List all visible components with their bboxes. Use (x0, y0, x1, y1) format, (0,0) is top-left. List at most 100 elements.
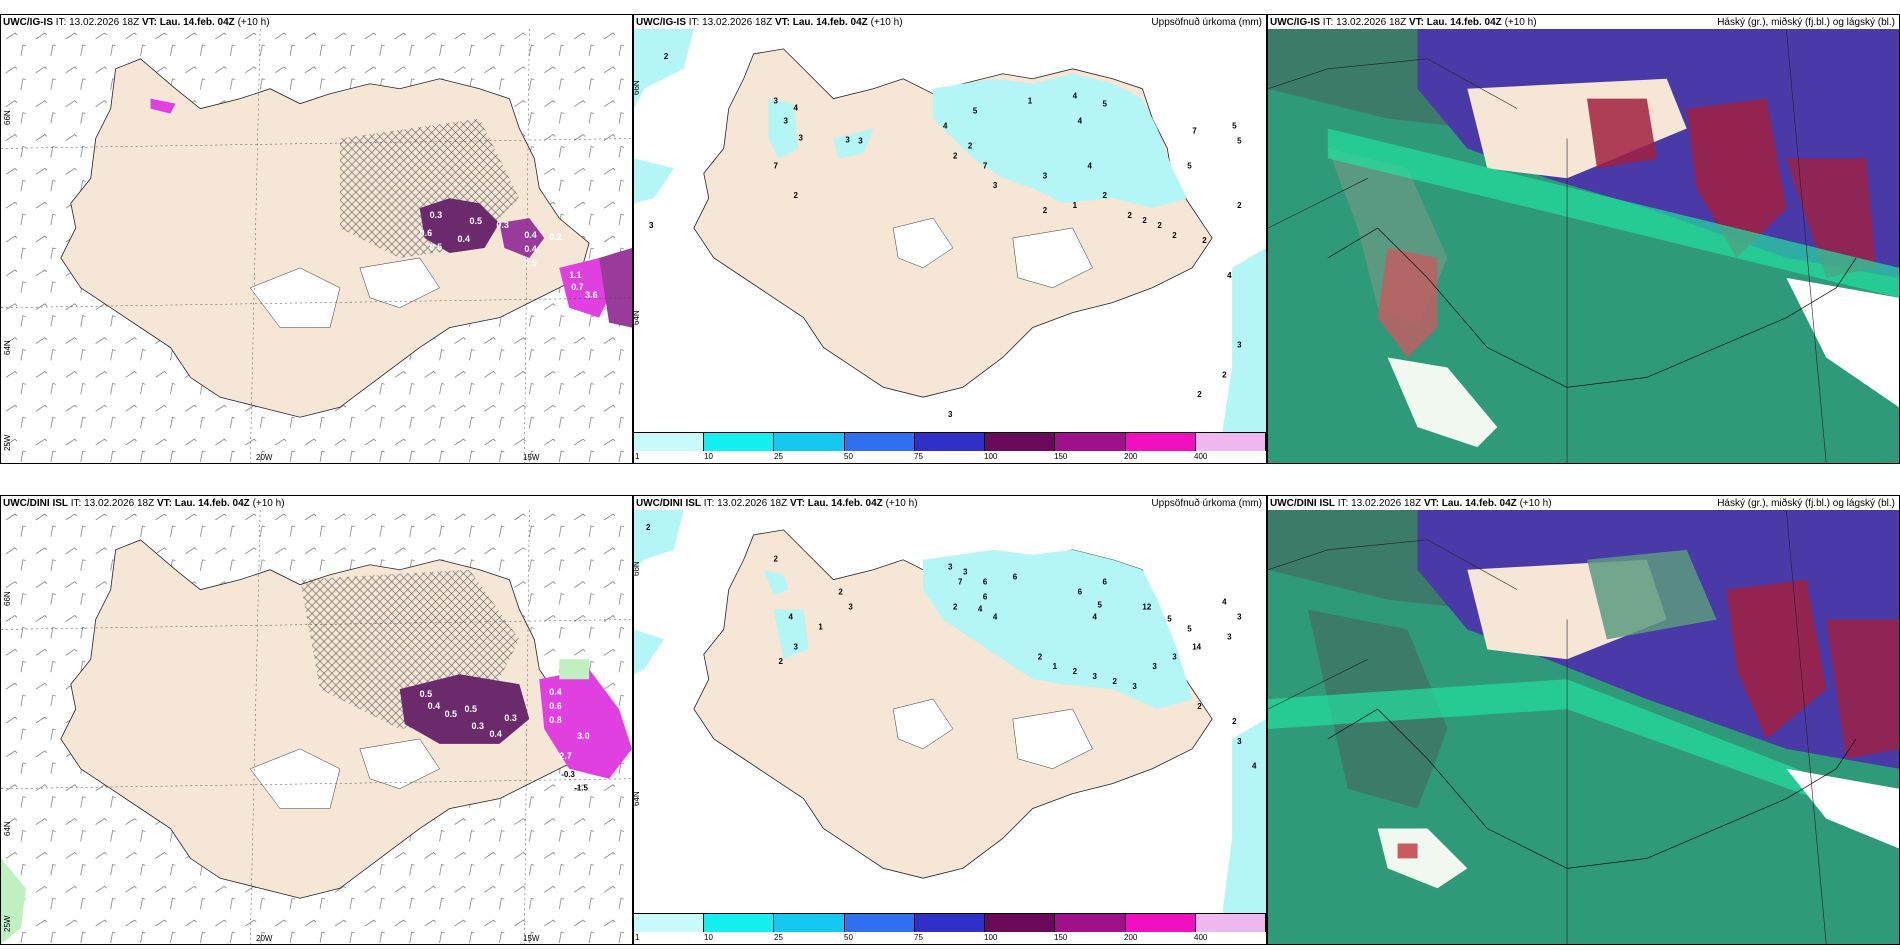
legend-segment (774, 433, 845, 451)
legend-tick: 200 (1124, 452, 1138, 461)
precip-value: 4 (1252, 762, 1257, 771)
wind-value: 0.3 (430, 210, 442, 220)
wind-value: 0.4 (428, 701, 440, 711)
it-value: 13.02.2026 18Z (1336, 17, 1407, 28)
lead-time: (+10 h) (1504, 17, 1537, 28)
legend-tick: 75 (914, 452, 923, 461)
vt-label: VT: Lau. 14.feb. 04Z (789, 498, 883, 509)
precip-value: 2 (1222, 370, 1227, 379)
precip-value: 4 (789, 612, 794, 621)
legend-tick: 10 (704, 933, 713, 942)
model-name: UWC/IG-IS (1270, 17, 1320, 28)
lat-label: 64N (3, 340, 12, 355)
precip-value: 7 (958, 578, 963, 587)
precip-value: 2 (1112, 677, 1117, 686)
precip-value: 2 (1197, 390, 1202, 399)
precip-value: 3 (649, 221, 654, 230)
lat-label: 64N (633, 310, 641, 325)
it-value: 13.02.2026 18Z (69, 17, 140, 28)
precip-value: 4 (1093, 612, 1098, 621)
wind-map: 0.3 0.6 0.5 0.4 0.5 0.3 0.4 0.4 0.2 0.5 … (1, 29, 632, 463)
vt-label: VT: Lau. 14.feb. 04Z (1423, 498, 1517, 509)
wind-value: 0.6 (549, 701, 561, 711)
model-name: UWC/DINI ISL (3, 498, 68, 509)
lat-label: 66N (633, 561, 641, 576)
lon-label: 15W (523, 453, 540, 462)
panel-header: UWC/IG-IS IT: 13.02.2026 18Z VT: Lau. 14… (636, 17, 903, 28)
legend-segment (1125, 433, 1196, 451)
wind-value: 0.4 (524, 244, 536, 254)
legend-segment (914, 914, 986, 932)
precip-value: 2 (838, 588, 843, 597)
precip-value: 5 (1187, 161, 1192, 170)
legend-segment (704, 914, 775, 932)
legend-ticks: 1 10 25 50 75 100 150 200 400 (634, 933, 1266, 943)
panel-title: Uppsöfnuð úrkoma (mm) (1151, 17, 1262, 28)
panel-title: Háský (gr.), miðský (fj.bl.) og lágský (… (1717, 498, 1895, 509)
lon-label: 20W (256, 934, 273, 943)
wind-map-svg: 0.5 0.4 0.5 0.5 0.3 0.4 0.3 0.4 0.6 0.8 … (1, 510, 632, 944)
precip-value: 3 (1132, 682, 1137, 691)
cloud-map-svg (1268, 29, 1899, 463)
precip-value: 3 (963, 568, 968, 577)
precip-value: 2 (1237, 201, 1242, 210)
it-value: 13.02.2026 18Z (717, 498, 788, 509)
precip-value: 2 (1232, 717, 1237, 726)
legend-segment (914, 433, 986, 451)
precip-value: 3 (845, 135, 850, 144)
precip-area (933, 73, 1188, 209)
wind-map-svg: 0.3 0.6 0.5 0.4 0.5 0.3 0.4 0.4 0.2 0.5 … (1, 29, 632, 463)
precip-value: 3 (1093, 672, 1098, 681)
precip-value: 4 (1073, 92, 1078, 101)
precip-values: 2 2 4 3 2 1 2 3 3 7 6 6 3 2 4 4 6 6 5 6 (646, 523, 1257, 771)
precip-value: 2 (1127, 211, 1132, 220)
precip-value: 6 (1103, 578, 1108, 587)
precip-value: 3 (1227, 632, 1232, 641)
legend-colorbar (634, 433, 1266, 451)
precip-value: 4 (943, 122, 948, 131)
it-label: IT: (55, 17, 67, 28)
precip-panel-row1: UWC/IG-IS IT: 13.02.2026 18Z VT: Lau. 14… (633, 14, 1267, 464)
precip-value: 7 (1192, 126, 1197, 135)
wind-value: 1.1 (569, 270, 581, 280)
wind-value: 0.8 (549, 715, 561, 725)
precip-value: 7 (983, 161, 988, 170)
wind-value: 0.3 (504, 713, 516, 723)
cloud-panel-row2: UWC/DINI ISL IT: 13.02.2026 18Z VT: Lau.… (1267, 495, 1900, 945)
wind-value: 0.5 (470, 216, 482, 226)
precip-map: 2 3 3 4 3 3 7 2 3 3 4 2 5 2 7 3 1 4 4 5 (634, 29, 1266, 433)
precip-value: 12 (1142, 603, 1151, 612)
precip-value: 4 (993, 612, 998, 621)
precip-value: 3 (774, 97, 779, 106)
precip-value: 14 (1192, 642, 1201, 651)
precip-value: 2 (664, 52, 669, 61)
precip-value: 5 (1098, 601, 1103, 610)
legend-segment (985, 914, 1056, 932)
legend-segment (1055, 914, 1126, 932)
precip-value: 2 (1043, 206, 1048, 215)
wind-speed-dark-area (419, 198, 500, 253)
it-label: IT: (688, 17, 700, 28)
model-name: UWC/IG-IS (3, 17, 53, 28)
precip-value: 3 (993, 181, 998, 190)
wind-value: 0.5 (465, 704, 477, 714)
vt-label: VT: Lau. 14.feb. 04Z (774, 17, 868, 28)
lead-time: (+10 h) (1519, 498, 1552, 509)
lead-time: (+10 h) (885, 498, 918, 509)
wind-value: 0.5 (524, 258, 536, 268)
legend-tick: 100 (984, 452, 998, 461)
legend-tick: 50 (844, 933, 853, 942)
precip-value: 3 (1237, 340, 1242, 349)
panel-title: Háský (gr.), miðský (fj.bl.) og lágský (… (1717, 17, 1895, 28)
precip-legend: 1 10 25 50 75 100 150 200 400 (634, 432, 1266, 463)
cloud-map (1268, 510, 1899, 944)
lead-time: (+10 h) (252, 498, 285, 509)
precip-value: 6 (1013, 573, 1018, 582)
legend-tick: 400 (1194, 452, 1208, 461)
lead-time: (+10 h) (237, 17, 270, 28)
precip-value: 1 (818, 622, 823, 631)
precip-values: 2 3 3 4 3 3 7 2 3 3 4 2 5 2 7 3 1 4 4 5 (649, 52, 1242, 419)
it-value: 13.02.2026 18Z (702, 17, 773, 28)
precip-value: 4 (793, 104, 798, 113)
lat-label: 66N (3, 110, 12, 125)
